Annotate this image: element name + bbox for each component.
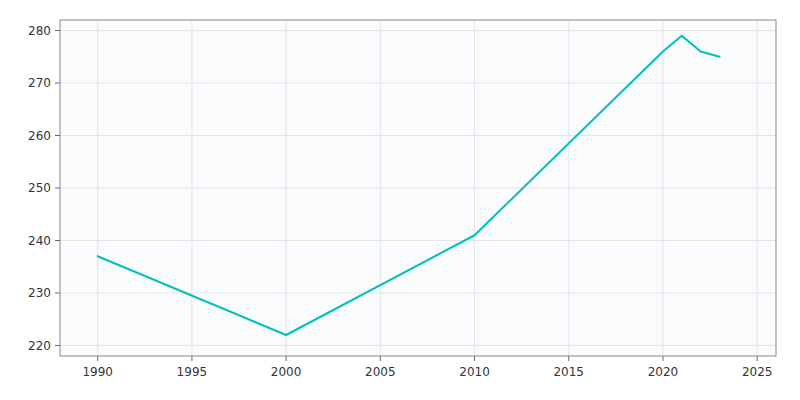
chart-svg: 1990 1995 2000 2005 2010 2015 2020 2025 220 230 24… [0, 0, 800, 400]
y-grid-line [60, 135, 776, 136]
x-tick-label: 2015 [553, 365, 584, 379]
x-tick [286, 356, 287, 361]
data-line [98, 36, 720, 335]
y-grid-line [60, 83, 776, 84]
y-tick [55, 345, 60, 346]
y-tick [55, 293, 60, 294]
y-grid-line [60, 293, 776, 294]
x-tick-label: 2000 [271, 365, 302, 379]
y-grid-line [60, 345, 776, 346]
x-tick-label: 1995 [177, 365, 208, 379]
y-tick-label: 250 [28, 181, 51, 195]
y-grid-line [60, 240, 776, 241]
y-tick [55, 30, 60, 31]
y-tick-label: 220 [28, 339, 51, 353]
x-tick [757, 356, 758, 361]
y-tick [55, 135, 60, 136]
y-grid-line [60, 30, 776, 31]
axes: 1990 1995 2000 2005 2010 2015 2020 2025 220 230 24… [28, 24, 772, 380]
x-tick [662, 356, 663, 361]
data-layer [98, 36, 720, 335]
x-tick [474, 356, 475, 361]
y-tick-label: 280 [28, 24, 51, 38]
y-tick-label: 230 [28, 286, 51, 300]
y-tick-label: 240 [28, 234, 51, 248]
x-tick [191, 356, 192, 361]
x-tick [380, 356, 381, 361]
x-tick-label: 2010 [459, 365, 490, 379]
x-tick-label: 2025 [742, 365, 773, 379]
plot-background [60, 20, 776, 356]
y-tick [55, 188, 60, 189]
x-tick [97, 356, 98, 361]
x-tick-label: 2005 [365, 365, 396, 379]
y-tick-label: 260 [28, 129, 51, 143]
x-tick-label: 1990 [82, 365, 113, 379]
y-tick-label: 270 [28, 76, 51, 90]
y-tick [55, 240, 60, 241]
grid [60, 20, 776, 356]
page: {"chart_data": {"type": "line", "x": [19… [0, 0, 800, 400]
x-tick-label: 2020 [648, 365, 679, 379]
x-tick [568, 356, 569, 361]
y-grid-line [60, 188, 776, 189]
chart-container: 1990 1995 2000 2005 2010 2015 2020 2025 220 230 24… [0, 0, 800, 400]
plot-frame [60, 20, 776, 356]
y-tick [55, 83, 60, 84]
